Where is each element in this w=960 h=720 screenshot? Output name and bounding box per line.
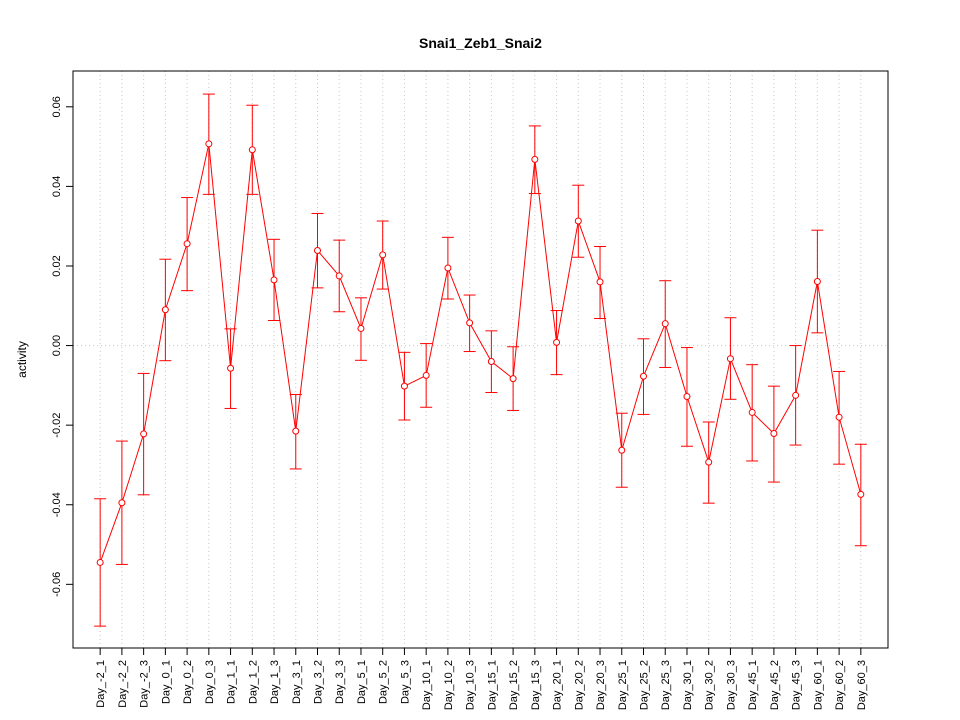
data-point <box>531 155 539 163</box>
plot-frame <box>72 70 889 649</box>
x-tick-label: Day_60_1 <box>812 660 824 710</box>
x-tick-label: Day_15_1 <box>486 660 498 710</box>
data-point <box>335 272 343 280</box>
x-tick-label: Day_-2_2 <box>117 660 129 708</box>
x-tick-label: Day_3_3 <box>334 660 346 704</box>
x-tick-label: Day_15_2 <box>508 660 520 710</box>
data-point <box>683 393 691 401</box>
data-point <box>140 430 148 438</box>
x-tick-label: Day_20_1 <box>552 660 564 710</box>
data-point <box>379 251 387 259</box>
data-point <box>553 338 561 346</box>
x-tick-label: Day_45_2 <box>769 660 781 710</box>
data-point <box>748 408 756 416</box>
data-point <box>661 320 669 328</box>
chart-title: Snai1_Zeb1_Snai2 <box>419 35 542 51</box>
data-point <box>509 375 517 383</box>
x-tick-label: Day_5_2 <box>378 660 390 704</box>
y-axis: -0.06 -0.04 -0.02 0.00 0.02 0.04 0.06 <box>51 96 73 597</box>
data-point <box>857 490 865 498</box>
data-point <box>596 278 604 286</box>
x-tick-label: Day_3_1 <box>291 660 303 704</box>
data-point <box>292 427 300 435</box>
x-tick-label: Day_-2_1 <box>95 660 107 708</box>
x-tick-label: Day_1_2 <box>247 660 259 704</box>
data-point <box>640 372 647 380</box>
y-axis-label: activity <box>15 341 29 378</box>
x-tick-label: Day_15_3 <box>530 660 542 710</box>
x-tick-label: Day_20_3 <box>595 660 607 710</box>
x-tick-label: Day_5_3 <box>399 660 411 704</box>
data-point <box>618 446 626 454</box>
x-tick-label: Day_1_3 <box>269 660 281 704</box>
grid <box>73 71 888 648</box>
data-point <box>705 458 713 466</box>
x-tick-label: Day_-2_3 <box>139 660 151 708</box>
data-point <box>227 364 235 372</box>
x-tick-label: Day_10_2 <box>443 660 455 710</box>
y-tick-label: 0.06 <box>51 96 63 117</box>
x-tick-label: Day_30_1 <box>682 660 694 710</box>
x-tick-label: Day_3_2 <box>313 660 325 704</box>
error-bars <box>94 93 867 627</box>
data-point <box>400 382 408 390</box>
data-point <box>466 319 474 327</box>
x-tick-label: Day_25_3 <box>660 660 672 710</box>
x-tick-label: Day_10_1 <box>421 660 433 710</box>
data-point <box>205 140 213 148</box>
data-point <box>118 499 126 507</box>
x-tick-label: Day_25_2 <box>639 660 651 710</box>
data-point <box>357 324 365 332</box>
x-tick-label: Day_45_3 <box>791 660 803 710</box>
data-point <box>574 217 582 225</box>
data-point <box>314 246 321 254</box>
x-tick-label: Day_30_2 <box>704 660 716 710</box>
x-tick-label: Day_60_2 <box>834 660 846 710</box>
y-tick-label: -0.06 <box>51 572 63 597</box>
data-point <box>161 306 169 314</box>
data-point <box>248 146 256 154</box>
x-tick-label: Day_20_2 <box>573 660 585 710</box>
y-tick-label: 0.02 <box>51 255 63 276</box>
x-tick-label: Day_60_3 <box>856 660 868 710</box>
data-point <box>183 240 191 248</box>
data-point <box>770 430 778 438</box>
y-tick-label: -0.04 <box>51 492 63 517</box>
data-point <box>792 391 800 399</box>
data-point <box>444 264 452 272</box>
data-point <box>422 371 430 379</box>
series-line <box>99 143 862 563</box>
x-tick-label: Day_30_3 <box>725 660 737 710</box>
y-tick-label: 0.04 <box>51 176 63 197</box>
data-point <box>96 558 104 566</box>
x-tick-label: Day_0_1 <box>160 660 172 704</box>
data-point <box>835 413 843 421</box>
x-tick-label: Day_1_1 <box>226 660 238 704</box>
data-point <box>726 355 734 363</box>
x-axis: Day_-2_1 Day_-2_2 Day_-2_3 Day_0_1 Day_0_2 Da… <box>95 648 868 710</box>
x-tick-label: Day_25_1 <box>617 660 629 710</box>
data-points <box>96 140 865 566</box>
x-tick-label: Day_0_3 <box>204 660 216 704</box>
series <box>99 143 862 563</box>
data-point <box>813 278 821 286</box>
x-tick-label: Day_45_1 <box>747 660 759 710</box>
y-tick-label: -0.02 <box>51 413 63 438</box>
data-point <box>270 276 278 284</box>
x-tick-label: Day_5_1 <box>356 660 368 704</box>
x-tick-label: Day_0_2 <box>182 660 194 704</box>
x-tick-label: Day_10_3 <box>465 660 477 710</box>
y-tick-label: 0.00 <box>51 335 63 356</box>
data-point <box>487 357 495 365</box>
